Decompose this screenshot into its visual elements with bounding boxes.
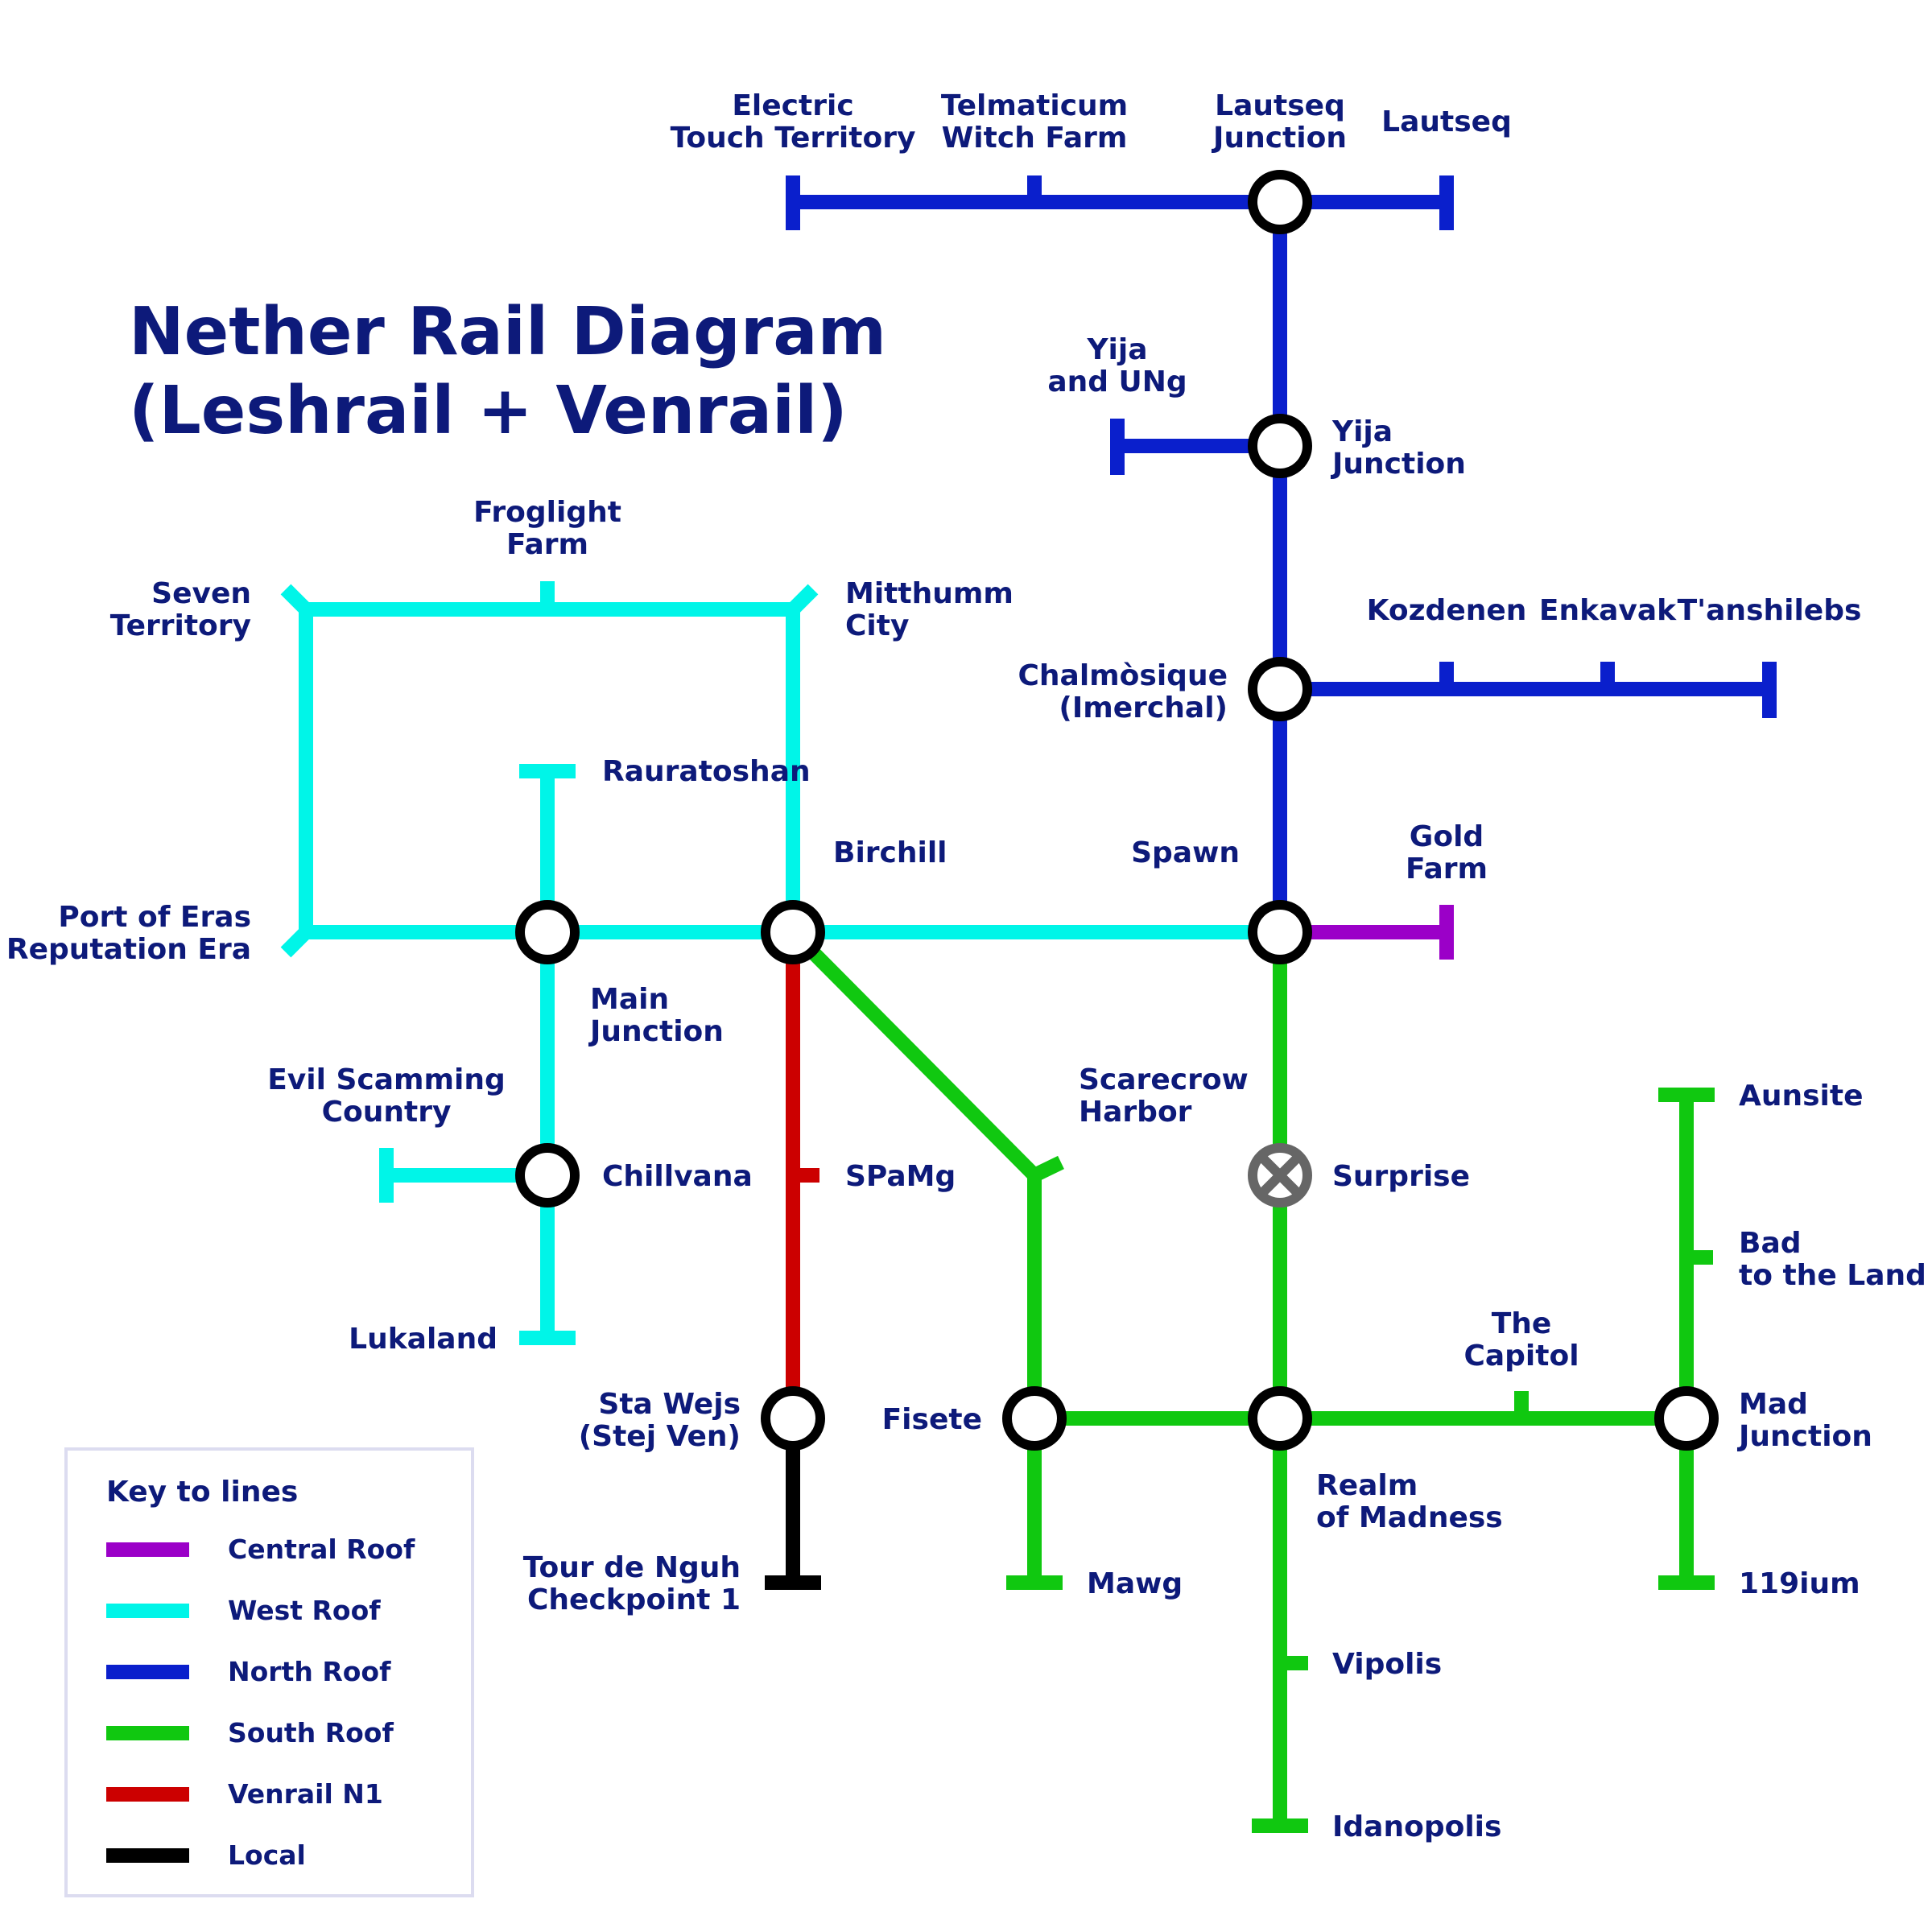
label-yija-ung-1: Yija: [1086, 333, 1147, 366]
map-title-line1: Nether Rail Diagram: [129, 294, 886, 370]
label-realm-madness-2: of Madness: [1316, 1501, 1503, 1534]
interchange-stations: [515, 170, 1719, 1451]
legend-label-north: North Roof: [228, 1656, 391, 1687]
label-froglight-1: Froglight: [473, 496, 621, 529]
label-idanopolis: Idanopolis: [1332, 1810, 1501, 1843]
label-yija-ung-2: and UNg: [1047, 365, 1187, 398]
label-electric-touch-2: Touch Territory: [671, 122, 916, 155]
legend-label-venrail: Venrail N1: [228, 1778, 383, 1810]
station-lautseq-junction-marker: [1248, 170, 1312, 234]
label-electric-touch-1: Electric: [732, 89, 853, 122]
label-lukaland: Lukaland: [349, 1323, 497, 1356]
station-mad-junction-marker: [1654, 1386, 1719, 1451]
station-main-junction-marker: [515, 900, 580, 964]
label-gold-farm-1: Gold: [1410, 820, 1484, 853]
label-chillvana: Chillvana: [602, 1160, 753, 1193]
label-chalmosique-2: (Imerchal): [1059, 691, 1228, 724]
legend-label-local: Local: [228, 1839, 306, 1871]
map-title-line2: (Leshrail + Venrail): [129, 373, 848, 449]
label-lautseq-junction-2: Junction: [1211, 122, 1347, 155]
label-sta-wejs-1: Sta Wejs: [598, 1388, 741, 1421]
label-seven-territory-2: Territory: [110, 609, 251, 642]
label-froglight-2: Farm: [506, 528, 588, 561]
label-port-of-eras-2: Reputation Era: [6, 933, 251, 966]
label-sta-wejs-2: (Stej Ven): [579, 1420, 741, 1453]
label-evil-scamming-2: Country: [322, 1096, 452, 1129]
station-realm-madness-marker: [1248, 1386, 1312, 1451]
label-tanshilebs: T'anshilebs: [1678, 594, 1862, 627]
label-telmaticum-2: Witch Farm: [942, 122, 1128, 155]
label-realm-madness-1: Realm: [1316, 1469, 1418, 1502]
venrail-n1-line: [786, 932, 819, 1418]
label-tour-de-nguh-2: Checkpoint 1: [527, 1583, 741, 1616]
label-chalmosique-1: Chalmòsique: [1018, 659, 1228, 692]
legend-title: Key to lines: [106, 1476, 298, 1509]
station-birchill-marker: [761, 900, 825, 964]
south-roof-line: [787, 927, 1715, 1833]
label-scarecrow-2: Harbor: [1079, 1096, 1192, 1129]
label-kozdenen: Kozdenen: [1367, 594, 1527, 627]
station-sta-wejs-marker: [761, 1386, 825, 1451]
station-surprise-closed-marker: [1248, 1143, 1312, 1208]
label-aunsite: Aunsite: [1739, 1080, 1864, 1113]
label-evil-scamming-1: Evil Scamming: [267, 1063, 506, 1096]
label-main-junction-1: Main: [590, 983, 669, 1016]
station-yija-junction-marker: [1248, 414, 1312, 478]
station-labels: Electric Touch Territory Telmaticum Witc…: [6, 89, 1926, 1843]
label-119ium: 119ium: [1739, 1567, 1860, 1600]
label-enkavak: Enkavak: [1539, 594, 1677, 627]
legend-label-central: Central Roof: [228, 1534, 415, 1565]
label-gold-farm-2: Farm: [1406, 852, 1488, 886]
station-chalmosique-marker: [1248, 657, 1312, 721]
label-mawg: Mawg: [1087, 1567, 1183, 1600]
label-the-capitol-2: Capitol: [1463, 1340, 1579, 1373]
label-birchill: Birchill: [833, 836, 947, 869]
label-scarecrow-1: Scarecrow: [1079, 1063, 1249, 1096]
legend-label-west: West Roof: [228, 1595, 381, 1626]
label-mad-junction-2: Junction: [1736, 1420, 1872, 1453]
legend: Key to lines Central Roof West Roof Nort…: [64, 1447, 474, 1897]
label-bad-land-2: to the Land: [1739, 1259, 1926, 1292]
label-the-capitol-1: The: [1492, 1307, 1552, 1340]
station-spawn-marker: [1248, 900, 1312, 964]
label-mitthumm-1: Mitthumm: [845, 577, 1013, 610]
label-spamg: SPaMg: [845, 1160, 956, 1193]
label-port-of-eras-1: Port of Eras: [58, 901, 251, 934]
label-fisete: Fisete: [882, 1403, 982, 1436]
label-tour-de-nguh-1: Tour de Nguh: [523, 1551, 741, 1584]
north-roof-line: [786, 175, 1777, 932]
label-surprise: Surprise: [1332, 1160, 1470, 1193]
label-seven-territory-1: Seven: [151, 577, 251, 610]
label-vipolis: Vipolis: [1332, 1648, 1442, 1681]
label-yija-junction-2: Junction: [1330, 448, 1466, 481]
label-bad-land-1: Bad: [1739, 1227, 1802, 1260]
label-rauratoshan: Rauratoshan: [602, 755, 811, 788]
station-chillvana-marker: [515, 1143, 580, 1208]
label-yija-junction-1: Yija: [1331, 415, 1393, 448]
label-spawn: Spawn: [1131, 836, 1240, 869]
label-mitthumm-2: City: [845, 609, 909, 642]
label-mad-junction-1: Mad: [1739, 1388, 1808, 1421]
label-lautseq: Lautseq: [1381, 105, 1512, 138]
label-lautseq-junction-1: Lautseq: [1215, 89, 1345, 122]
label-main-junction-2: Junction: [588, 1015, 724, 1048]
label-telmaticum-1: Telmaticum: [941, 89, 1128, 122]
legend-label-south: South Roof: [228, 1717, 394, 1748]
station-fisete-marker: [1002, 1386, 1067, 1451]
